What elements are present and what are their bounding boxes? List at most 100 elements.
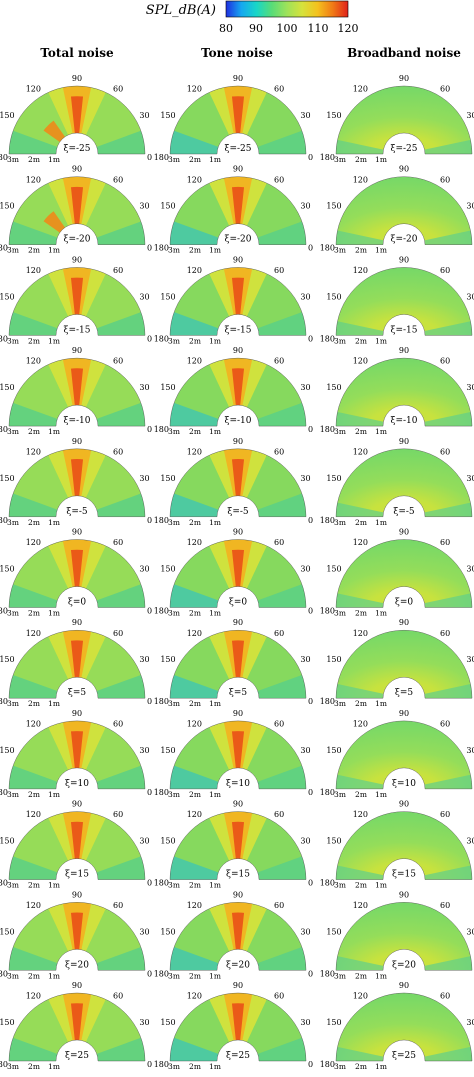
radius-label-2m: 2m xyxy=(355,427,367,436)
contour-field xyxy=(170,358,306,427)
angle-label-0: 0 xyxy=(308,516,313,525)
field-low-right xyxy=(257,493,306,517)
field-band-peak xyxy=(70,1003,84,1041)
column-title-total: Total noise xyxy=(40,46,114,60)
xi-label: ξ=5 xyxy=(68,688,86,698)
radius-label-1m: 1m xyxy=(375,518,387,527)
radius-label-3m: 3m xyxy=(7,1062,19,1071)
angle-label-180: 180 xyxy=(0,607,8,616)
radius-label-2m: 2m xyxy=(189,518,201,527)
angle-label-0: 0 xyxy=(147,334,152,343)
angle-label-150: 150 xyxy=(160,655,175,664)
angle-label-30: 30 xyxy=(466,383,474,392)
angle-label-150: 150 xyxy=(326,383,341,392)
radius-label-1m: 1m xyxy=(48,971,60,980)
field-low-left xyxy=(9,130,58,154)
radius-label-3m: 3m xyxy=(334,155,346,164)
panel-outline xyxy=(169,539,307,608)
angle-label-60: 60 xyxy=(440,992,450,1001)
angle-label-120: 120 xyxy=(353,447,368,456)
polar-panel-total-row-4: 90 120 60 150 30 180 0 3m 2m 1m ξ=-5 xyxy=(0,437,152,527)
field-band-peak xyxy=(70,368,84,406)
contour-field xyxy=(9,448,145,517)
angle-label-180: 180 xyxy=(154,879,169,888)
radius-label-2m: 2m xyxy=(355,246,367,255)
field-edge-left xyxy=(336,230,384,245)
field-low-right xyxy=(96,493,145,517)
xi-label: ξ=-20 xyxy=(64,235,91,245)
field-edge-right xyxy=(424,502,472,517)
angle-label-120: 120 xyxy=(26,266,41,275)
contour-field xyxy=(170,811,306,880)
radius-label-1m: 1m xyxy=(375,790,387,799)
contour-field xyxy=(9,539,145,608)
field-base xyxy=(336,176,472,245)
contour-field xyxy=(336,630,472,699)
panel-outline xyxy=(169,992,307,1062)
angle-label-30: 30 xyxy=(466,1018,474,1027)
angle-label-150: 150 xyxy=(0,927,15,936)
radius-label-1m: 1m xyxy=(48,427,60,436)
angle-label-180: 180 xyxy=(320,153,335,162)
field-edge-right xyxy=(424,411,472,427)
angle-label-90: 90 xyxy=(399,528,409,537)
angle-label-90: 90 xyxy=(399,618,409,627)
angle-label-90: 90 xyxy=(72,437,82,446)
panel-outline xyxy=(335,811,473,880)
polar-panel-total-row-9: 90 120 60 150 30 180 0 3m 2m 1m ξ=20 xyxy=(0,890,152,980)
angle-label-120: 120 xyxy=(187,357,202,366)
xi-label: ξ=-10 xyxy=(225,416,252,426)
angle-label-120: 120 xyxy=(353,175,368,184)
angle-label-30: 30 xyxy=(300,1018,310,1027)
colorbar: SPL_dB(A) 80 90 100 110 120 xyxy=(146,0,359,35)
radius-label-3m: 3m xyxy=(7,155,19,164)
angle-label-30: 30 xyxy=(300,837,310,846)
angle-label-150: 150 xyxy=(0,111,15,120)
radius-label-3m: 3m xyxy=(334,881,346,890)
radius-label-1m: 1m xyxy=(48,518,60,527)
panel-outline xyxy=(169,85,307,155)
radius-label-3m: 3m xyxy=(7,246,19,255)
angle-label-30: 30 xyxy=(300,202,310,211)
angle-label-120: 120 xyxy=(26,810,41,819)
field-band-peak xyxy=(70,821,84,859)
angle-label-120: 120 xyxy=(187,447,202,456)
xi-label: ξ=15 xyxy=(392,870,416,880)
angle-label-0: 0 xyxy=(308,607,313,616)
field-base xyxy=(336,267,472,336)
xi-label: ξ=0 xyxy=(68,598,86,608)
angle-label-60: 60 xyxy=(274,992,284,1001)
angle-label-60: 60 xyxy=(113,810,123,819)
field-low-left xyxy=(9,674,58,699)
xi-label: ξ=0 xyxy=(229,598,247,608)
field-edge-right xyxy=(424,593,472,608)
angle-label-0: 0 xyxy=(308,788,313,797)
field-low-left xyxy=(170,312,219,336)
panel-outline xyxy=(169,902,307,971)
contour-field xyxy=(336,176,472,245)
contour-field xyxy=(170,448,306,517)
angle-label-90: 90 xyxy=(72,255,82,264)
angle-label-30: 30 xyxy=(139,474,149,483)
polar-panel-total-row-8: 90 120 60 150 30 180 0 3m 2m 1m ξ=15 xyxy=(0,800,152,890)
radius-label-2m: 2m xyxy=(189,971,201,980)
angle-label-150: 150 xyxy=(326,202,341,211)
angle-label-90: 90 xyxy=(399,74,409,83)
field-low-left xyxy=(9,1037,58,1061)
contour-field xyxy=(170,902,306,971)
radius-label-1m: 1m xyxy=(209,427,221,436)
angle-label-120: 120 xyxy=(353,629,368,638)
field-low-right xyxy=(96,584,145,608)
field-edge-left xyxy=(336,865,384,880)
field-low-right xyxy=(96,856,145,880)
radius-label-3m: 3m xyxy=(334,1062,346,1071)
angle-label-30: 30 xyxy=(139,746,149,755)
polar-panel-tone-row-9: 90 120 60 150 30 180 0 3m 2m 1m ξ=20 xyxy=(154,890,313,980)
radius-label-2m: 2m xyxy=(28,790,40,799)
field-band-peak xyxy=(231,186,245,224)
contour-field xyxy=(336,448,472,517)
angle-label-120: 120 xyxy=(187,175,202,184)
angle-label-0: 0 xyxy=(308,334,313,343)
field-low-right xyxy=(96,221,145,245)
angle-label-60: 60 xyxy=(113,992,123,1001)
